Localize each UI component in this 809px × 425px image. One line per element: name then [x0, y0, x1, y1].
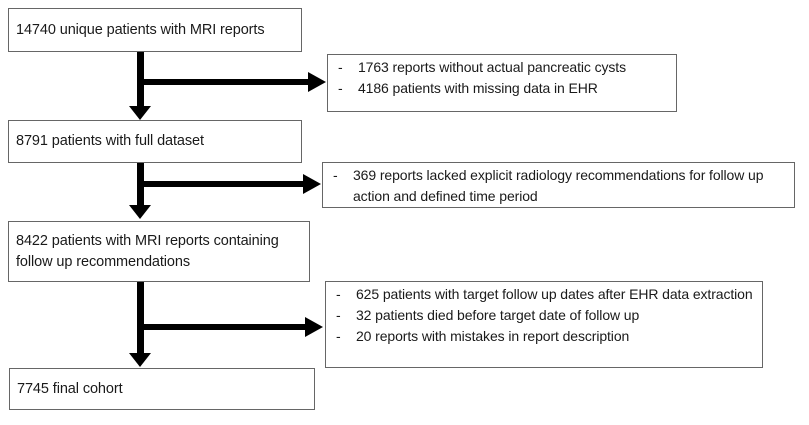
cohort-box-unique-patients-label: 14740 unique patients with MRI reports — [16, 21, 265, 38]
exclusion-item: - 1763 reports without actual pancreatic… — [328, 57, 670, 78]
bullet-dash: - — [333, 167, 338, 183]
bullet-dash: - — [336, 307, 341, 323]
exclusion-box-1: - 1763 reports without actual pancreatic… — [327, 54, 677, 112]
cohort-box-unique-patients: 14740 unique patients with MRI reports — [8, 8, 302, 52]
exclusion-item: - 32 patients died before target date of… — [326, 305, 756, 326]
bullet-dash: - — [338, 59, 343, 75]
arrow-branch-1-head — [308, 72, 326, 92]
arrow-down-3-head — [129, 353, 151, 367]
exclusion-item-text: 625 patients with target follow up dates… — [356, 286, 753, 302]
cohort-box-followup-recommendations-label: 8422 patients with MRI reports containin… — [16, 232, 279, 270]
arrow-branch-2-stem — [137, 181, 303, 187]
exclusion-item-text: 1763 reports without actual pancreatic c… — [358, 59, 626, 75]
exclusion-box-2: - 369 reports lacked explicit radiology … — [322, 162, 795, 208]
arrow-branch-3-stem — [137, 324, 305, 330]
cohort-box-final-cohort-label: 7745 final cohort — [17, 380, 123, 397]
exclusion-item-text: 369 reports lacked explicit radiology re… — [353, 167, 764, 204]
exclusion-item: - 20 reports with mistakes in report des… — [326, 326, 756, 347]
arrow-branch-1-stem — [137, 79, 308, 85]
exclusion-item-text: 32 patients died before target date of f… — [356, 307, 640, 323]
cohort-box-full-dataset: 8791 patients with full dataset — [8, 120, 302, 163]
exclusion-item: - 369 reports lacked explicit radiology … — [323, 165, 788, 207]
bullet-dash: - — [338, 80, 343, 96]
arrow-down-3-stem — [137, 282, 144, 354]
cohort-box-full-dataset-label: 8791 patients with full dataset — [16, 133, 204, 149]
exclusion-item-text: 4186 patients with missing data in EHR — [358, 80, 598, 96]
arrow-branch-3-head — [305, 317, 323, 337]
bullet-dash: - — [336, 286, 341, 302]
arrow-branch-2-head — [303, 174, 321, 194]
cohort-box-followup-recommendations: 8422 patients with MRI reports containin… — [8, 221, 310, 282]
cohort-box-final-cohort: 7745 final cohort — [9, 368, 315, 410]
exclusion-item: - 625 patients with target follow up dat… — [326, 284, 756, 305]
arrow-down-1-head — [129, 106, 151, 120]
bullet-dash: - — [336, 328, 341, 344]
arrow-down-2-head — [129, 205, 151, 219]
exclusion-item-text: 20 reports with mistakes in report descr… — [356, 328, 630, 344]
exclusion-box-3: - 625 patients with target follow up dat… — [325, 281, 763, 368]
exclusion-item: - 4186 patients with missing data in EHR — [328, 78, 670, 99]
